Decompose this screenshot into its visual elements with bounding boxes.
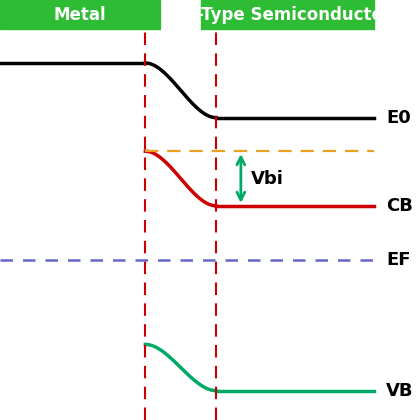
- Text: Vbi: Vbi: [251, 170, 284, 187]
- Text: EF: EF: [386, 252, 411, 269]
- Text: E0: E0: [386, 109, 411, 126]
- Bar: [202, 0, 374, 29]
- Text: VB: VB: [386, 382, 414, 399]
- Bar: [0, 0, 160, 29]
- Text: Metal: Metal: [54, 6, 106, 24]
- Text: CB: CB: [386, 197, 413, 215]
- Text: N-Type Semiconductor: N-Type Semiconductor: [184, 6, 392, 24]
